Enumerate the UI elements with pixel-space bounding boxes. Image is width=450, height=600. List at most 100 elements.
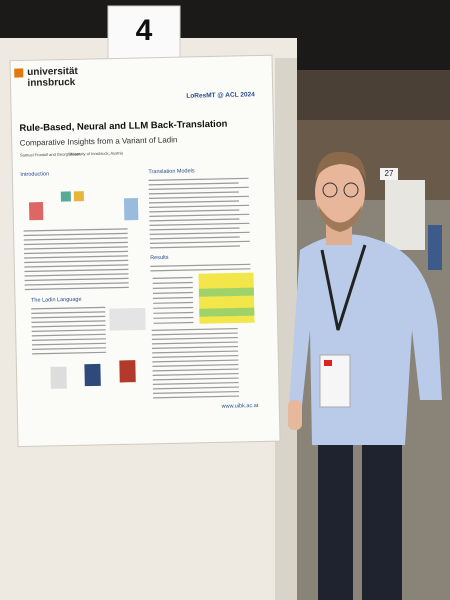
text-line (24, 255, 129, 259)
leg (362, 440, 402, 600)
board-number-card (107, 5, 181, 63)
visitor (428, 225, 442, 270)
text-line (149, 222, 250, 226)
text-line (149, 240, 250, 244)
text-line (31, 320, 106, 323)
diagram-box (73, 191, 84, 202)
text-line (23, 228, 128, 232)
text-line (31, 324, 106, 328)
text-line (149, 209, 240, 213)
text-line (148, 195, 249, 200)
text-line (152, 350, 239, 354)
text-line (151, 327, 238, 331)
text-line (149, 245, 240, 249)
text-line (24, 277, 129, 282)
poster-url: www.uibk.ac.at (221, 403, 259, 410)
text-line (24, 264, 129, 268)
leg (318, 440, 353, 600)
text-line (152, 345, 239, 349)
text-line (152, 390, 239, 394)
text-line (24, 273, 129, 277)
results-row (199, 307, 255, 317)
map (109, 307, 146, 331)
text-line (149, 231, 250, 235)
text-line (153, 316, 194, 319)
text-line (153, 395, 240, 399)
hand (288, 400, 302, 430)
text-line (152, 377, 239, 381)
side-sign-number: 27 (385, 169, 394, 178)
side-sign (380, 168, 398, 180)
face (315, 159, 365, 225)
text-line (148, 191, 239, 195)
text-line (153, 306, 194, 309)
text-line (151, 332, 238, 336)
text-line (24, 282, 129, 286)
text-line (31, 306, 106, 310)
text-line (153, 321, 194, 324)
text-line (24, 250, 129, 255)
book-cover (84, 363, 101, 387)
text-line (152, 354, 239, 358)
text-line (149, 200, 240, 204)
text-line (149, 213, 250, 217)
section-heading: Results (150, 255, 169, 261)
text-line (152, 381, 239, 385)
badge-logo (324, 360, 332, 366)
glasses (343, 182, 359, 198)
text-line (31, 315, 106, 319)
text-line (152, 363, 239, 367)
text-line (31, 329, 106, 332)
text-line (151, 336, 238, 340)
text-line (31, 338, 106, 341)
venue: LoResMT @ ACL 2024 (186, 91, 255, 99)
diagram-box (123, 198, 139, 221)
section-heading: The Ladin Language (31, 297, 82, 304)
poster-subtitle: Comparative Insights from a Variant of L… (20, 135, 178, 147)
text-line (152, 281, 193, 284)
text-line (148, 177, 249, 182)
text-line (31, 333, 106, 337)
poster-title: Rule-Based, Neural and LLM Back-Translat… (19, 119, 227, 134)
poster: universität innsbruck LoResMT @ ACL 2024… (9, 54, 281, 448)
text-line (152, 359, 239, 363)
text-line (23, 241, 128, 246)
results-row (198, 287, 254, 297)
logo-line1: universität (27, 66, 78, 78)
text-line (148, 182, 239, 186)
text-line (149, 218, 240, 222)
text-line (153, 301, 194, 304)
text-line (31, 311, 106, 314)
text-line (152, 291, 193, 294)
text-line (149, 204, 250, 208)
text-line (152, 386, 239, 390)
logo-mark (14, 68, 24, 78)
hair (315, 151, 366, 182)
text-line (23, 246, 128, 250)
diagram-box (60, 191, 71, 202)
affiliation: University of Innsbruck, Austria (68, 150, 124, 156)
text-line (150, 263, 251, 267)
text-line (24, 286, 129, 291)
text-line (23, 237, 128, 241)
board-edge (275, 58, 297, 600)
book-cover (50, 366, 67, 389)
body-text (23, 177, 251, 399)
board-number: 4 (136, 14, 153, 47)
text-line (24, 268, 129, 273)
text-line (149, 227, 240, 231)
text-line (32, 351, 107, 355)
book-cover (119, 360, 136, 383)
text-line (153, 311, 194, 314)
text-line (151, 341, 238, 345)
person (288, 151, 442, 600)
text-line (31, 342, 106, 346)
beard (318, 205, 362, 232)
text-line (153, 296, 194, 299)
text-line (149, 236, 240, 240)
text-line (150, 268, 251, 272)
diagram-box (28, 202, 44, 221)
poster-paper (9, 54, 281, 448)
